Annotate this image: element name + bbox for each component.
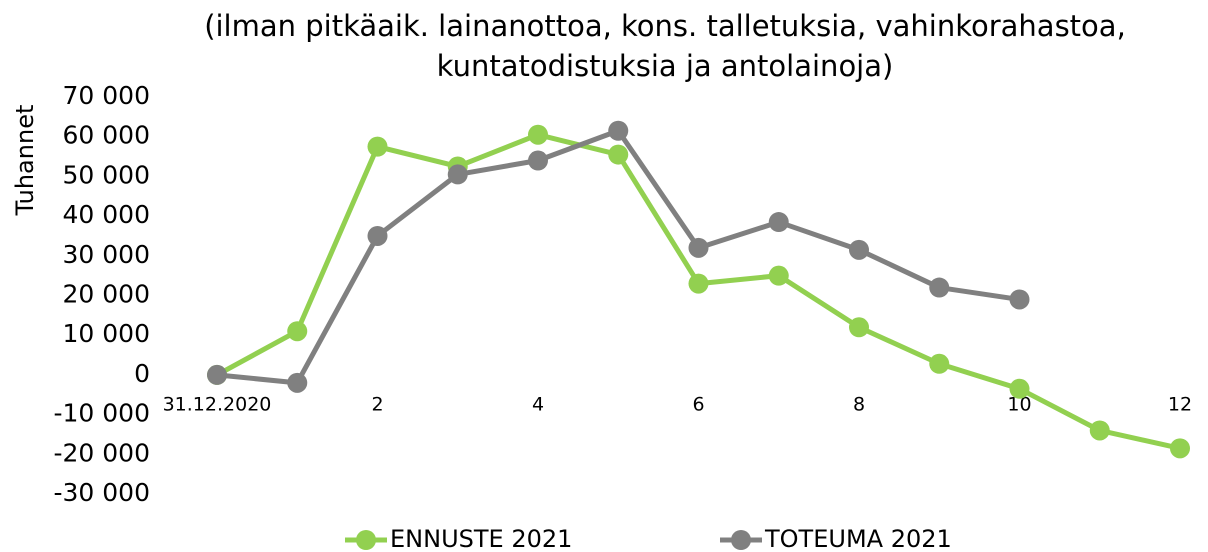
x-tick-label: 12: [1168, 394, 1192, 416]
point-marker: [447, 164, 468, 185]
point-marker: [528, 124, 548, 145]
x-tick-label: 2: [371, 394, 383, 416]
point-marker: [287, 321, 308, 342]
point-marker: [528, 150, 548, 171]
point-marker: [608, 144, 629, 165]
point-marker: [688, 273, 709, 294]
point-marker: [768, 265, 789, 286]
point-marker: [608, 120, 629, 141]
point-marker: [287, 372, 308, 393]
point-marker: [1009, 289, 1030, 310]
y-tick-label: 20 000: [63, 280, 150, 309]
point-marker: [1089, 420, 1110, 441]
legend-label: ENNUSTE 2021: [390, 525, 572, 552]
y-tick-label: 70 000: [63, 81, 150, 110]
point-marker: [688, 237, 709, 258]
y-tick-label: 10 000: [63, 319, 150, 348]
y-tick-label: -20 000: [54, 438, 151, 467]
y-tick-label: 40 000: [63, 200, 150, 229]
y-tick-label: 0: [134, 359, 150, 388]
x-tick-label: 10: [1007, 394, 1031, 416]
point-marker: [929, 353, 950, 374]
legend-label: TOTEUMA 2021: [764, 525, 952, 552]
y-tick-label: -10 000: [54, 399, 151, 428]
y-tick-label: 30 000: [63, 240, 150, 269]
legend-marker: [731, 530, 751, 550]
point-marker: [849, 317, 869, 338]
chart-title: (ilman pitkäaik. lainanottoa, kons. tall…: [204, 9, 1126, 83]
point-marker: [849, 239, 869, 260]
point-marker: [768, 212, 789, 233]
point-marker: [1170, 438, 1190, 459]
y-tick-label: 60 000: [63, 121, 150, 150]
x-tick-label: 8: [853, 394, 865, 416]
x-tick-label: 6: [692, 394, 704, 416]
point-marker: [1009, 378, 1030, 399]
point-marker: [367, 225, 388, 246]
point-marker: [207, 364, 227, 385]
y-tick-label: 50 000: [63, 160, 150, 189]
y-axis-label: Tuhannet: [11, 105, 39, 217]
x-tick-label: 31.12.2020: [163, 394, 272, 416]
point-marker: [367, 136, 388, 157]
y-tick-label: -30 000: [54, 478, 151, 507]
x-tick-label: 4: [532, 394, 544, 416]
legend-marker: [356, 530, 376, 550]
point-marker: [929, 277, 950, 298]
